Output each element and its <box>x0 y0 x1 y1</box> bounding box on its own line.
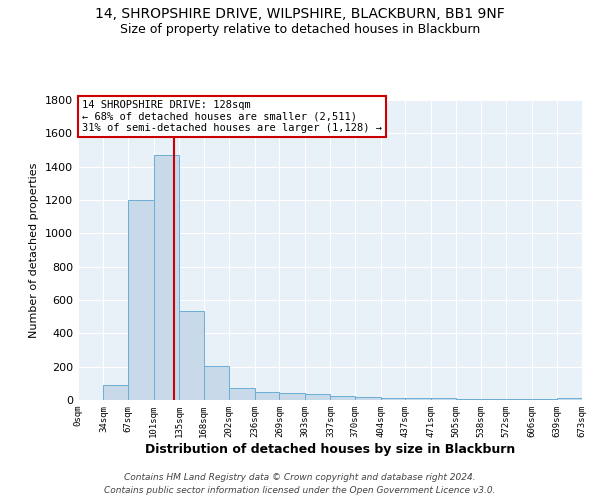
Text: Distribution of detached houses by size in Blackburn: Distribution of detached houses by size … <box>145 442 515 456</box>
Bar <box>456 398 481 400</box>
Bar <box>380 398 405 400</box>
Text: Size of property relative to detached houses in Blackburn: Size of property relative to detached ho… <box>120 22 480 36</box>
Bar <box>355 396 380 400</box>
Bar <box>305 394 331 400</box>
Bar <box>481 399 506 400</box>
Bar <box>204 366 229 400</box>
Bar <box>405 398 431 400</box>
Text: Contains public sector information licensed under the Open Government Licence v3: Contains public sector information licen… <box>104 486 496 495</box>
Text: Contains HM Land Registry data © Crown copyright and database right 2024.: Contains HM Land Registry data © Crown c… <box>124 472 476 482</box>
Text: 14 SHROPSHIRE DRIVE: 128sqm
← 68% of detached houses are smaller (2,511)
31% of : 14 SHROPSHIRE DRIVE: 128sqm ← 68% of det… <box>82 100 382 133</box>
Text: 14, SHROPSHIRE DRIVE, WILPSHIRE, BLACKBURN, BB1 9NF: 14, SHROPSHIRE DRIVE, WILPSHIRE, BLACKBU… <box>95 8 505 22</box>
Bar <box>179 311 204 400</box>
Bar <box>280 392 305 400</box>
Bar <box>506 399 532 400</box>
Bar <box>557 398 582 400</box>
Y-axis label: Number of detached properties: Number of detached properties <box>29 162 40 338</box>
Bar <box>128 200 154 400</box>
Bar <box>331 396 355 400</box>
Bar <box>229 388 255 400</box>
Bar <box>255 392 280 400</box>
Bar <box>532 399 557 400</box>
Bar <box>431 398 456 400</box>
Bar <box>103 385 128 400</box>
Bar <box>154 155 179 400</box>
